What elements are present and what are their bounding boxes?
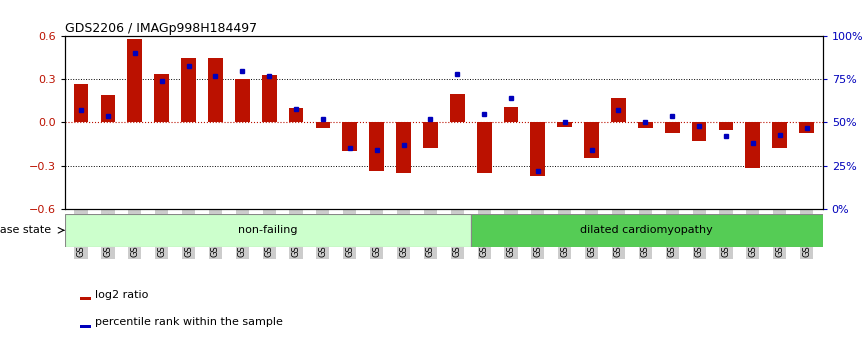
Bar <box>719 122 734 130</box>
Bar <box>471 214 823 247</box>
Bar <box>369 122 384 171</box>
Bar <box>208 58 223 122</box>
Bar <box>799 122 814 132</box>
Bar <box>80 297 92 300</box>
Bar <box>531 122 546 176</box>
Bar <box>74 83 88 122</box>
Bar <box>127 39 142 122</box>
Bar <box>154 73 169 122</box>
Text: percentile rank within the sample: percentile rank within the sample <box>95 317 283 327</box>
Bar <box>423 122 438 148</box>
Bar <box>100 95 115 122</box>
Bar <box>449 94 465 122</box>
Bar <box>262 75 276 122</box>
Bar <box>235 79 249 122</box>
Text: disease state: disease state <box>0 225 51 235</box>
Bar <box>638 122 653 128</box>
Bar <box>65 214 471 247</box>
Text: dilated cardiomyopathy: dilated cardiomyopathy <box>580 225 714 235</box>
Bar <box>772 122 787 148</box>
Bar <box>692 122 707 141</box>
Bar <box>585 122 599 158</box>
Bar <box>181 58 196 122</box>
Bar <box>558 122 572 127</box>
Bar <box>611 98 626 122</box>
Bar <box>315 122 330 128</box>
Text: non-failing: non-failing <box>238 225 298 235</box>
Bar <box>477 122 492 173</box>
Text: log2 ratio: log2 ratio <box>95 290 149 299</box>
Text: GDS2206 / IMAGp998H184497: GDS2206 / IMAGp998H184497 <box>65 22 257 35</box>
Bar <box>746 122 760 168</box>
Bar <box>288 108 303 122</box>
Bar <box>504 107 519 122</box>
Bar <box>396 122 410 173</box>
Bar <box>342 122 357 151</box>
Bar <box>80 325 92 328</box>
Bar <box>665 122 680 132</box>
